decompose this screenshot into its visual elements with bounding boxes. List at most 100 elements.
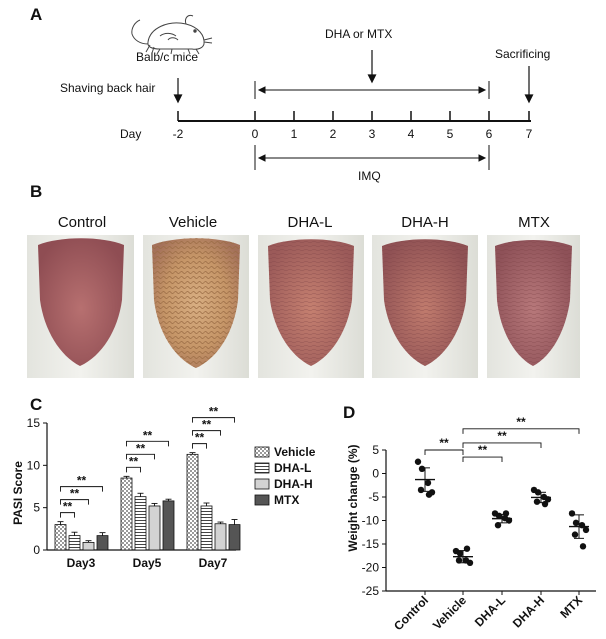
- weight-x-tick-label: MTX: [557, 593, 585, 621]
- pasi-legend-swatch: [254, 462, 270, 474]
- weight-significance-bracket: [462, 456, 503, 463]
- weight-data-point: [455, 557, 463, 564]
- pasi-bar: [148, 505, 161, 551]
- pasi-legend-label: DHA-L: [274, 461, 311, 475]
- photo-label-dha-l: DHA-L: [287, 214, 332, 231]
- weight-y-tick-label: 5: [372, 443, 379, 457]
- panel-letter-b: B: [30, 182, 42, 201]
- photo-control: [27, 235, 134, 378]
- pasi-y-tick-label: 10: [27, 458, 41, 472]
- weight-data-point: [571, 531, 579, 538]
- pasi-bar: [96, 535, 109, 551]
- treatment-arrow: [367, 50, 377, 84]
- pasi-bar: [68, 535, 81, 551]
- weight-data-point: [582, 526, 590, 534]
- pasi-significance-label: **: [77, 474, 87, 488]
- pasi-significance-label: **: [63, 500, 73, 514]
- pasi-x-tick-label: Day3: [67, 556, 96, 570]
- pasi-bar-chart: 051015Day3******Day5******Day7******Vehi…: [27, 405, 316, 570]
- weight-significance-label: **: [516, 415, 526, 429]
- timeline-tick-label: 2: [330, 127, 337, 141]
- sacrifice-label: Sacrificing: [495, 47, 550, 61]
- weight-data-point: [533, 498, 541, 505]
- photo-vehicle: [143, 235, 249, 378]
- pasi-significance-bracket: [60, 512, 75, 518]
- weight-significance-bracket: [462, 442, 542, 448]
- timeline-tick-label: 5: [447, 127, 454, 141]
- photo-label-vehicle: Vehicle: [169, 214, 217, 231]
- pasi-bar: [200, 505, 213, 551]
- pasi-significance-bracket: [192, 417, 235, 423]
- panel-c: C PASI Score 051015Day3******Day5******D…: [11, 395, 316, 570]
- weight-data-point: [425, 491, 433, 498]
- weight-data-point: [466, 559, 474, 566]
- timeline-tick-label: 3: [369, 127, 376, 141]
- weight-significance-bracket: [462, 428, 580, 434]
- pasi-y-axis-title: PASI Score: [11, 461, 25, 525]
- photo-dha-h: [372, 235, 478, 378]
- pasi-y-tick-label: 5: [33, 501, 40, 515]
- panel-letter-c: C: [30, 395, 42, 414]
- weight-y-tick-label: -5: [368, 490, 379, 504]
- panel-b: B Control Vehicle DHA-L DHA-H MTX: [27, 182, 580, 378]
- weight-data-point: [418, 465, 426, 472]
- pasi-legend-swatch: [254, 446, 270, 458]
- weight-y-tick-label: -15: [362, 537, 380, 551]
- pasi-bar: [82, 541, 95, 551]
- pasi-significance-label: **: [195, 431, 205, 445]
- treatment-span-arrow: [254, 81, 490, 99]
- pasi-bar: [186, 453, 199, 551]
- weight-y-tick-label: -25: [362, 584, 380, 598]
- photo-mtx: [487, 235, 580, 378]
- weight-data-point: [424, 479, 432, 487]
- pasi-significance-bracket: [126, 466, 141, 473]
- pasi-significance-bracket: [126, 440, 169, 447]
- panel-d: D Weight change (%) 5 0 -5 -10 -15 -20 -25 Cont…: [343, 403, 596, 633]
- pasi-x-tick-label: Day7: [199, 556, 228, 570]
- pasi-significance-label: **: [143, 428, 153, 442]
- pasi-legend-label: MTX: [274, 493, 299, 507]
- pasi-significance-bracket: [126, 453, 155, 460]
- shave-arrow: [173, 78, 183, 104]
- weight-data-point: [579, 543, 587, 550]
- panel-letter-a: A: [30, 5, 42, 24]
- weight-y-axis-title: Weight change (%): [346, 444, 360, 551]
- weight-data-point: [494, 522, 502, 529]
- pasi-bar: [214, 523, 227, 551]
- photo-label-dha-h: DHA-H: [401, 214, 449, 231]
- weight-y-tick-label: 0: [372, 467, 379, 481]
- pasi-legend-swatch: [254, 494, 270, 506]
- timeline-tick-label: 7: [526, 127, 533, 141]
- panel-letter-d: D: [343, 403, 355, 422]
- weight-data-point: [541, 500, 549, 508]
- pasi-significance-bracket: [192, 430, 221, 436]
- pasi-y-tick-label: 0: [33, 543, 40, 557]
- photo-label-mtx: MTX: [518, 214, 550, 231]
- pasi-x-tick-label: Day5: [133, 556, 162, 570]
- pasi-y-tick-label: 15: [27, 416, 41, 430]
- weight-data-point: [502, 510, 510, 517]
- weight-significance-bracket: [424, 449, 464, 455]
- pasi-significance-label: **: [209, 405, 219, 419]
- weight-x-tick-label: Vehicle: [430, 593, 469, 632]
- imq-label: IMQ: [358, 169, 381, 183]
- weight-significance-label: **: [497, 429, 507, 443]
- timeline-tick-label: 4: [408, 127, 415, 141]
- pasi-bar: [162, 500, 175, 551]
- timeline-axis: [177, 111, 531, 122]
- weight-data-point: [572, 519, 580, 527]
- pasi-significance-label: **: [202, 418, 212, 432]
- timeline-tick-label: 6: [486, 127, 493, 141]
- timeline-tick-label: 1: [291, 127, 298, 141]
- pasi-significance-bracket: [192, 443, 207, 449]
- weight-x-tick-label: DHA-L: [472, 593, 508, 629]
- photo-dha-l: [258, 235, 364, 378]
- pasi-bar: [54, 524, 67, 551]
- weight-significance-label: **: [439, 436, 449, 450]
- pasi-bar: [228, 524, 241, 551]
- photo-label-control: Control: [58, 214, 106, 231]
- shave-label: Shaving back hair: [60, 81, 155, 95]
- timeline-tick-label: -2: [173, 127, 184, 141]
